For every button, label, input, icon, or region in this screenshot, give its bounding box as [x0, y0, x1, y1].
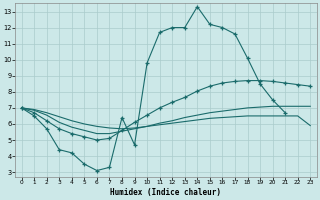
X-axis label: Humidex (Indice chaleur): Humidex (Indice chaleur)	[110, 188, 221, 197]
